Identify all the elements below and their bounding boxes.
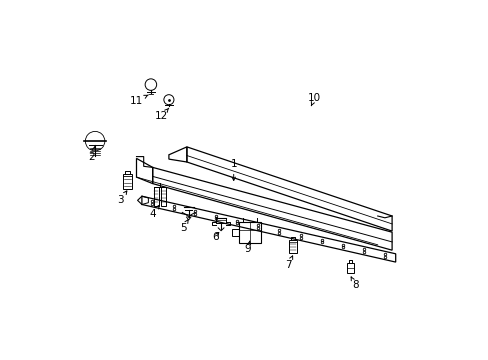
- Text: 10: 10: [307, 93, 321, 106]
- Bar: [123, 174, 132, 189]
- Bar: [153, 187, 159, 206]
- Text: 9: 9: [244, 241, 251, 254]
- Text: 5: 5: [180, 220, 188, 233]
- Bar: [232, 229, 239, 236]
- Text: 7: 7: [285, 256, 292, 270]
- Text: 3: 3: [117, 191, 126, 205]
- Text: 4: 4: [149, 205, 159, 219]
- Text: 6: 6: [212, 231, 219, 242]
- Text: 12: 12: [155, 108, 168, 121]
- Bar: [161, 187, 166, 206]
- Bar: [238, 222, 261, 243]
- Text: 8: 8: [350, 277, 358, 290]
- Bar: [347, 263, 353, 273]
- Text: 1: 1: [230, 159, 237, 180]
- Text: 2: 2: [88, 146, 95, 162]
- Text: 11: 11: [130, 95, 148, 106]
- Bar: [288, 240, 296, 253]
